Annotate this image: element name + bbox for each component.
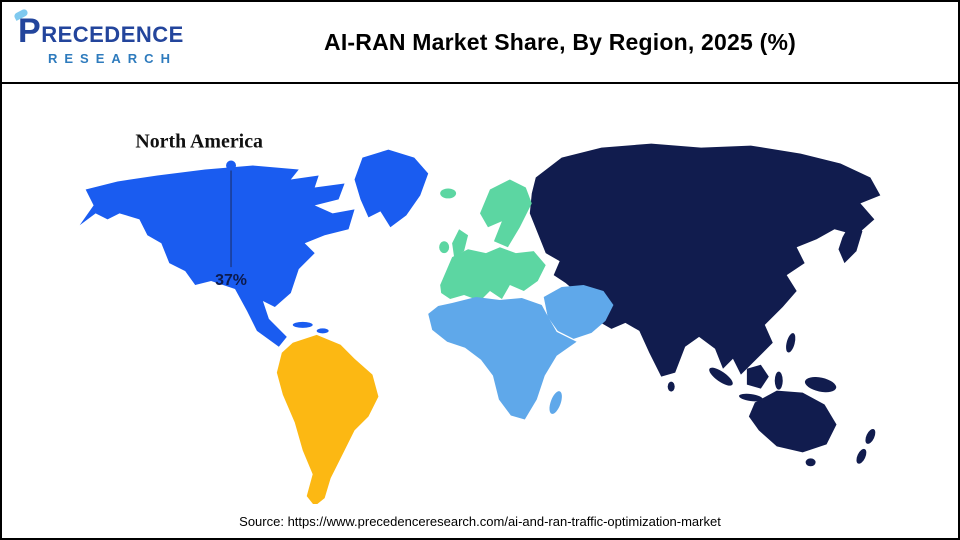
madagascar bbox=[549, 391, 562, 414]
new-zealand-south bbox=[856, 448, 867, 464]
europe-mainland bbox=[440, 247, 546, 301]
new-zealand-north bbox=[865, 428, 876, 444]
callout-value-label: 37% bbox=[215, 272, 247, 289]
africa bbox=[428, 296, 577, 420]
australia bbox=[748, 390, 837, 453]
region-south-america bbox=[276, 334, 379, 504]
region-middle-east-africa bbox=[428, 285, 614, 420]
footer: Source: https://www.precedenceresearch.c… bbox=[2, 504, 958, 538]
sri-lanka bbox=[667, 381, 675, 392]
greenland bbox=[354, 149, 429, 228]
callout-dot-marker bbox=[226, 160, 237, 171]
sumatra bbox=[709, 367, 733, 386]
precedence-research-logo: PRECEDENCE RESEARCH bbox=[18, 14, 184, 65]
logo-letter-p: P bbox=[18, 12, 42, 50]
philippines bbox=[786, 333, 796, 353]
world-map: North America 37% bbox=[79, 131, 881, 504]
map-area: North America 37% bbox=[2, 84, 958, 504]
japan bbox=[838, 219, 863, 264]
header: PRECEDENCE RESEARCH AI-RAN Market Share,… bbox=[2, 2, 958, 84]
region-asia-pacific bbox=[529, 143, 881, 467]
united-kingdom bbox=[452, 229, 469, 258]
sulawesi bbox=[774, 371, 783, 390]
scandinavia bbox=[480, 179, 532, 248]
java bbox=[739, 393, 763, 402]
logo-line1: PRECEDENCE bbox=[18, 14, 184, 48]
region-europe bbox=[439, 179, 546, 301]
logo-text-recedence: RECEDENCE bbox=[41, 22, 184, 47]
chart-title: AI-RAN Market Share, By Region, 2025 (%) bbox=[324, 28, 796, 55]
north-america-callout: North America 37% bbox=[135, 131, 263, 289]
tasmania bbox=[805, 458, 816, 467]
new-guinea bbox=[804, 377, 837, 393]
borneo bbox=[746, 364, 769, 389]
middle-east bbox=[543, 285, 614, 339]
hispaniola bbox=[316, 328, 329, 334]
iceland bbox=[440, 188, 457, 199]
callout-region-label: North America bbox=[135, 131, 263, 153]
logo-text-research: RESEARCH bbox=[48, 51, 177, 66]
asia-mainland bbox=[529, 143, 881, 377]
north-america-mainland bbox=[79, 165, 355, 347]
ireland bbox=[439, 241, 450, 254]
cuba bbox=[292, 321, 313, 328]
south-america-mainland bbox=[276, 334, 379, 504]
source-text: Source: https://www.precedenceresearch.c… bbox=[239, 513, 721, 529]
region-north-america bbox=[79, 149, 429, 347]
